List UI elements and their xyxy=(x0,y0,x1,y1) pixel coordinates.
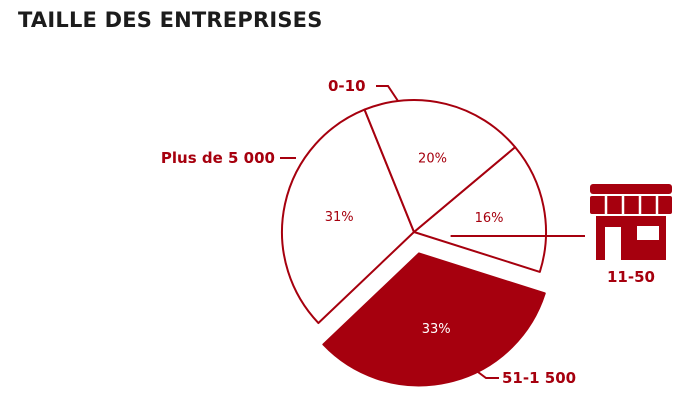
category-label: 11-50 xyxy=(607,268,655,286)
category-label: 0-10 xyxy=(328,77,366,95)
chart-title: TAILLE DES ENTREPRISES xyxy=(18,8,323,32)
slice-value-label: 20% xyxy=(418,152,447,167)
slice-value-label: 31% xyxy=(325,210,354,225)
storefront-icon xyxy=(590,184,672,260)
pie-slice-11-50 xyxy=(322,252,546,387)
pie-slice-0-10 xyxy=(413,146,547,273)
slice-value-label: 16% xyxy=(475,211,504,226)
pie-slice-51-1-500 xyxy=(281,108,415,325)
callout-line xyxy=(376,85,399,102)
percent-labels: 16% 33% 31% 20% xyxy=(325,152,504,337)
slices-layer xyxy=(281,99,547,387)
category-label: 51-1 500 xyxy=(502,369,576,387)
category-label: Plus de 5 000 xyxy=(161,149,275,167)
pie-slice-plus-de-5-000 xyxy=(363,99,517,233)
callouts: 0-10 11-50 51-1 500 Plus de 5 000 xyxy=(161,77,655,387)
callout-line xyxy=(461,359,499,379)
slice-value-label: 33% xyxy=(422,322,451,337)
